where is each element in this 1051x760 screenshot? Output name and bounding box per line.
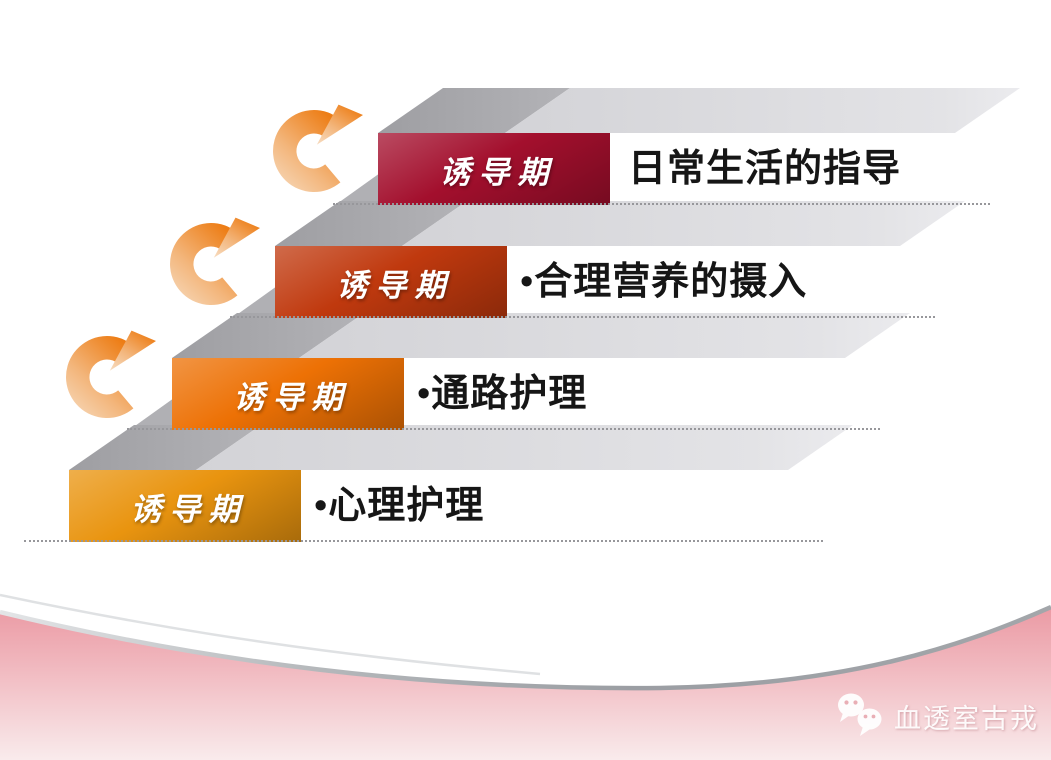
watermark: 血透室古戎	[836, 690, 1039, 742]
step-badge-3: 诱导期	[172, 358, 404, 430]
wechat-icon	[838, 693, 882, 736]
step-badge-label: 诱导期	[336, 267, 454, 303]
step-description: •合理营养的摄入	[520, 261, 808, 303]
step-badge-4: 诱导期	[69, 470, 301, 542]
watermark-text: 血透室古戎	[894, 703, 1039, 734]
step-description: •通路护理	[417, 373, 588, 415]
step-description: •心理护理	[314, 485, 485, 527]
step-badge-2: 诱导期	[275, 246, 507, 318]
row-dotted-divider	[333, 203, 990, 205]
row-dotted-divider	[127, 428, 880, 430]
step-badge-1: 诱导期	[378, 133, 610, 205]
footer-wave	[0, 593, 1051, 760]
step-badge-label: 诱导期	[439, 154, 557, 190]
step-top-faces	[69, 88, 1020, 470]
row-dotted-divider	[24, 540, 823, 542]
step-description: 日常生活的指导	[628, 148, 902, 190]
footer-pink-band	[0, 607, 1051, 760]
step-badge-label: 诱导期	[233, 379, 351, 415]
step-badge-label: 诱导期	[130, 491, 248, 527]
footer-upper-swoosh-line	[0, 593, 541, 676]
footer-curve-line	[0, 604, 1051, 691]
row-dotted-divider	[230, 316, 935, 318]
